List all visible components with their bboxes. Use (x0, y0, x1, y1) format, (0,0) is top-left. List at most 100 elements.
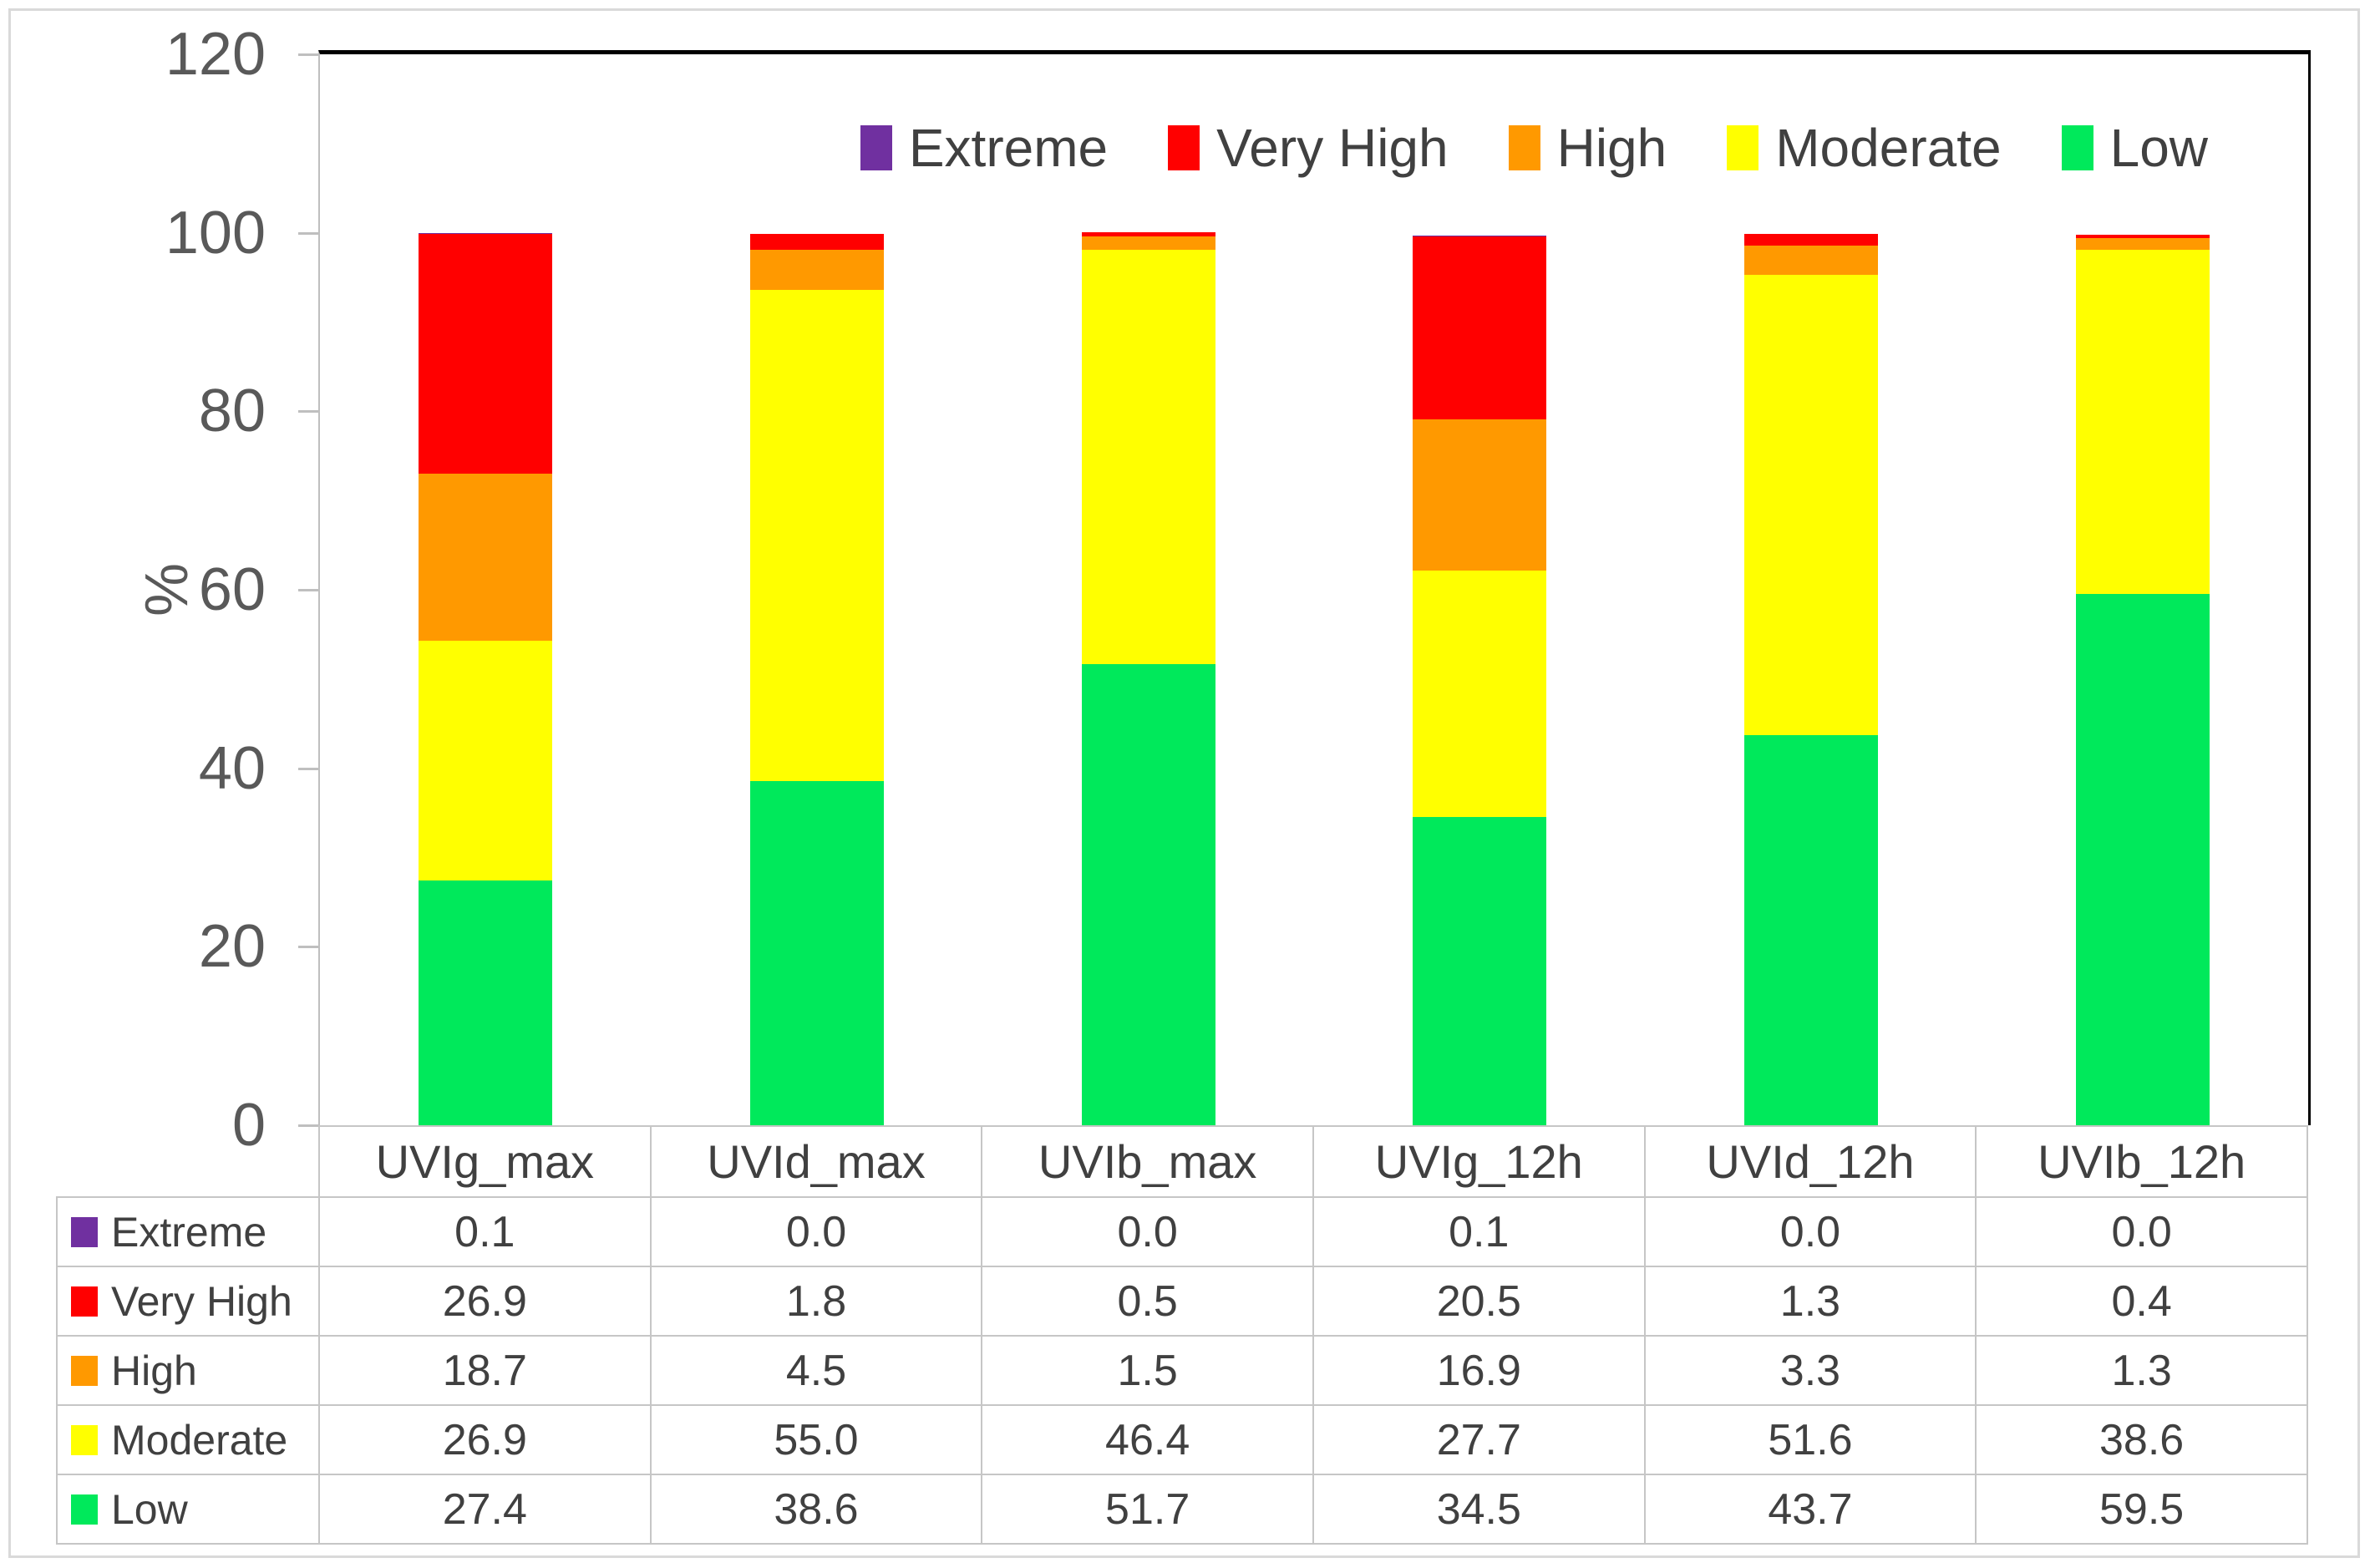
y-tick-mark (298, 767, 320, 770)
bar-segment-moderate (750, 290, 884, 781)
y-tick-label: 0 (231, 1092, 266, 1159)
table-value-cell: 1.3 (1645, 1267, 1977, 1337)
table-row-header: Low (56, 1475, 320, 1545)
bar-segment-high (1413, 419, 1547, 571)
bar-segment-very-high (2075, 234, 2210, 239)
table-value-cell: 51.7 (982, 1475, 1314, 1545)
table-legend-key-icon (71, 1424, 98, 1455)
legend-label: Extreme (908, 118, 1109, 178)
table-value-cell: 0.4 (1977, 1267, 2308, 1337)
table-value-cell: 51.6 (1645, 1406, 1977, 1475)
legend-swatch-icon (1168, 125, 1200, 170)
legend-item-high: High (1508, 117, 1667, 179)
table-value-cell: 38.6 (651, 1475, 983, 1545)
bar-segment-low (1081, 663, 1215, 1125)
y-tick-mark (298, 589, 320, 591)
table-row-header: Very High (56, 1267, 320, 1337)
bar-segment-very-high (1081, 231, 1215, 236)
bar-segment-moderate (1081, 249, 1215, 664)
y-tick-label: 120 (165, 21, 266, 88)
category-header-cell: UVIb_max (982, 1125, 1314, 1198)
table-value-cell: 27.7 (1313, 1406, 1646, 1475)
table-value-cell: 0.0 (1645, 1198, 1977, 1267)
bar-segment-extreme (419, 232, 553, 234)
bar-segment-high (1081, 236, 1215, 250)
table-row-label: Low (111, 1485, 188, 1533)
table-row-header: High (56, 1337, 320, 1406)
bar-segment-very-high (1413, 236, 1547, 419)
bar-UVIg_max (419, 232, 553, 1125)
bar-UVIg_12h (1413, 235, 1547, 1125)
table-value-cell: 26.9 (320, 1267, 652, 1337)
table-value-cell: 18.7 (320, 1337, 652, 1406)
bar-segment-low (1744, 735, 1878, 1125)
y-tick-mark (298, 1124, 320, 1127)
table-legend-key-icon (71, 1494, 98, 1525)
bar-segment-low (2075, 594, 2210, 1125)
bar-segment-very-high (750, 233, 884, 250)
table-value-cell: 3.3 (1645, 1337, 1977, 1406)
legend-swatch-icon (1727, 125, 1759, 170)
bar-segment-low (750, 780, 884, 1125)
bar-UVId_max (750, 233, 884, 1125)
legend-item-moderate: Moderate (1727, 117, 2002, 179)
bar-segment-low (419, 880, 553, 1125)
bar-segment-very-high (1744, 233, 1878, 246)
bar-segment-moderate (1744, 274, 1878, 736)
table-value-cell: 1.5 (982, 1337, 1314, 1406)
category-header-cell: UVIg_12h (1313, 1125, 1646, 1198)
y-tick-mark (298, 410, 320, 414)
table-row-label: Moderate (111, 1416, 288, 1464)
table-value-cell: 27.4 (320, 1475, 652, 1545)
category-header-cell: UVId_12h (1645, 1125, 1977, 1198)
legend-label: High (1556, 118, 1667, 178)
legend-item-low: Low (2061, 117, 2208, 179)
bar-segment-high (2075, 238, 2210, 250)
bar-UVIb_12h (2075, 234, 2210, 1125)
legend-swatch-icon (2061, 125, 2093, 170)
table-row-header: Extreme (56, 1198, 320, 1267)
table-value-cell: 43.7 (1645, 1475, 1977, 1545)
table-value-cell: 1.3 (1977, 1337, 2308, 1406)
bar-segment-high (419, 474, 553, 641)
y-tick-mark (298, 231, 320, 235)
table-value-cell: 46.4 (982, 1406, 1314, 1475)
bar-segment-high (1744, 245, 1878, 275)
bar-UVIb_max (1081, 231, 1215, 1125)
y-tick-label: 80 (198, 378, 266, 445)
category-header-cell: UVIb_12h (1977, 1125, 2308, 1198)
table-row-label: Very High (111, 1277, 292, 1325)
bar-segment-high (750, 249, 884, 291)
table-row-label: Extreme (111, 1208, 267, 1256)
table-row-header: Moderate (56, 1406, 320, 1475)
bar-segment-very-high (419, 233, 553, 474)
table-value-cell: 55.0 (651, 1406, 983, 1475)
bar-segment-moderate (1413, 570, 1547, 818)
table-row-label: High (111, 1347, 197, 1394)
table-value-cell: 4.5 (651, 1337, 983, 1406)
table-value-cell: 16.9 (1313, 1337, 1646, 1406)
legend-item-very-high: Very High (1168, 117, 1449, 179)
legend-label: Low (2109, 118, 2208, 178)
legend-label: Moderate (1775, 118, 2002, 178)
bar-segment-moderate (2075, 249, 2210, 595)
legend-item-extreme: Extreme (860, 117, 1108, 179)
y-tick-mark (298, 53, 320, 56)
table-value-cell: 0.1 (1313, 1198, 1646, 1267)
data-table: UVIg_max UVId_max UVIb_max UVIg_12h UVId_12h… (56, 1125, 2308, 1545)
y-tick-label: 100 (165, 199, 266, 266)
table-legend-key-icon (71, 1355, 98, 1386)
category-header-cell: UVId_max (651, 1125, 983, 1198)
table-value-cell: 0.0 (651, 1198, 983, 1267)
bar-segment-low (1413, 817, 1547, 1125)
plot-area: Extreme Very High High Moderate Low (318, 50, 2311, 1125)
legend-swatch-icon (1508, 125, 1540, 170)
y-tick-label: 60 (198, 556, 266, 623)
table-value-cell: 0.0 (1977, 1198, 2308, 1267)
bar-segment-moderate (419, 640, 553, 881)
table-value-cell: 0.0 (982, 1198, 1314, 1267)
y-tick-label: 20 (198, 913, 266, 981)
y-tick-mark (298, 946, 320, 949)
legend-swatch-icon (860, 125, 892, 170)
